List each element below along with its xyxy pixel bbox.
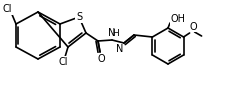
Text: O: O xyxy=(189,22,196,32)
Text: N: N xyxy=(108,28,115,38)
Text: Cl: Cl xyxy=(2,4,12,14)
Text: S: S xyxy=(76,12,82,22)
Text: N: N xyxy=(115,44,122,54)
Text: OH: OH xyxy=(170,14,185,24)
Text: Cl: Cl xyxy=(58,57,68,67)
Text: H: H xyxy=(112,29,119,38)
Text: O: O xyxy=(97,54,104,64)
